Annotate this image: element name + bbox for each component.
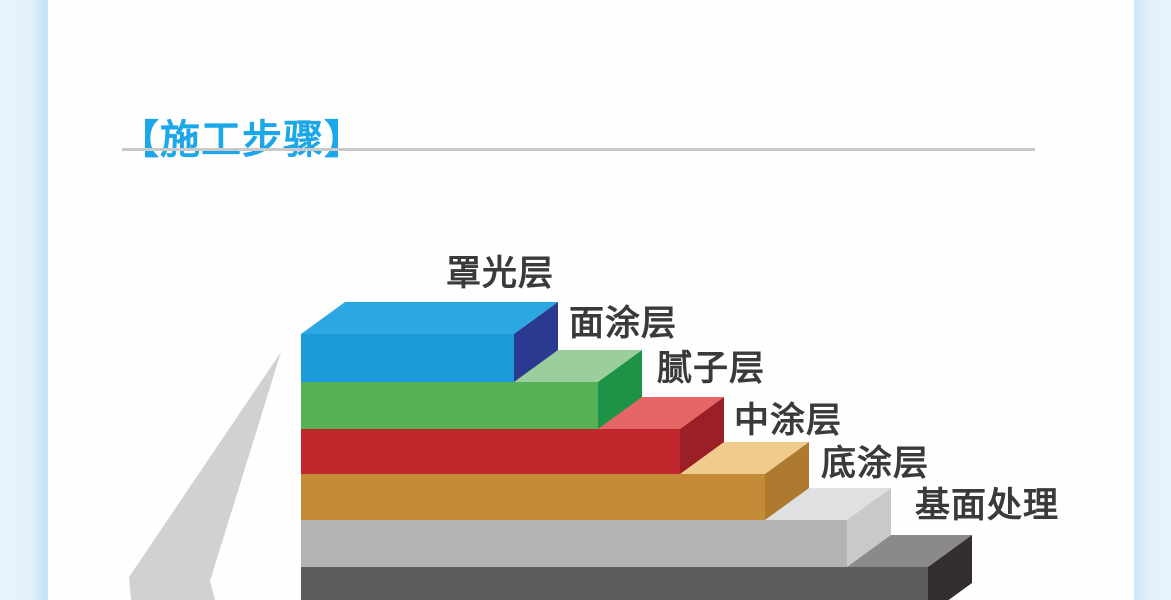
layer-label-base-treatment: 基面处理 [915,486,1060,525]
top-coat-front-face [301,382,598,429]
putty-layer-side-face [680,397,724,474]
base-treatment-front-face [301,567,928,600]
primer-coat-front-face [301,520,847,567]
layer-label-middle-coat: 中涂层 [734,401,843,440]
middle-coat-front-face [301,474,765,520]
right-accent-band [1134,0,1171,600]
putty-layer-front-face [301,429,680,474]
top-coat-side-face [598,350,642,429]
layer-label-gloss-layer: 罩光层 [446,254,555,293]
title-divider [122,148,1035,151]
gloss-layer-side-face [514,302,558,382]
layer-label-putty-layer: 腻子层 [657,349,766,388]
middle-coat-side-face [765,442,809,520]
layer-label-primer-coat: 底涂层 [821,444,930,483]
gloss-layer-front-face [301,334,514,382]
primer-coat-side-face [847,488,891,567]
layer-block-gloss-layer [301,302,558,382]
page-title: 【施工步骤】 [119,117,365,162]
ramp-wedge [129,352,281,600]
left-accent-band [0,0,48,600]
layer-label-top-coat: 面涂层 [569,304,678,343]
gloss-layer-top-face [301,302,558,334]
base-treatment-side-face [928,535,972,600]
